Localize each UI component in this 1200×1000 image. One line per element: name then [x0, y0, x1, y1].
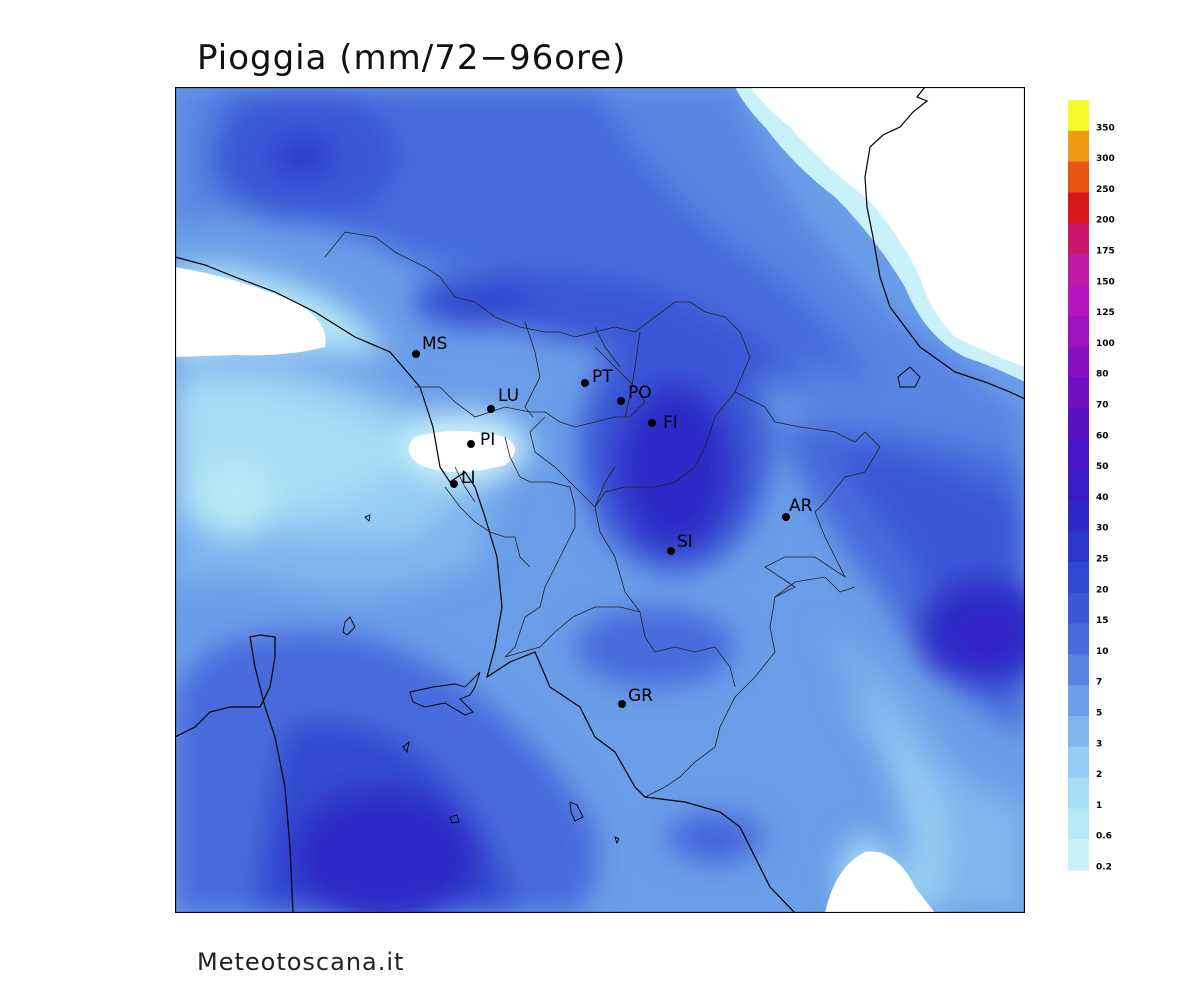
legend-label: 7: [1096, 678, 1102, 688]
city-pi: PI: [467, 430, 495, 450]
city-markers: MS LU PT PO FI PI LI AR: [412, 334, 813, 708]
legend-swatch: [1068, 161, 1089, 193]
legend-swatch: [1068, 377, 1089, 409]
legend-label: 100: [1096, 339, 1115, 349]
legend-swatch: [1068, 469, 1089, 501]
islands: [342, 366, 921, 845]
legend-swatch: [1068, 654, 1089, 686]
legend-label: 70: [1096, 401, 1109, 411]
legend-label: 250: [1096, 185, 1115, 195]
city-po: PO: [617, 383, 652, 405]
color-legend: 3503002502001751501251008070605040302520…: [1068, 100, 1115, 873]
legend-label: 30: [1096, 524, 1109, 534]
city-label-pi: PI: [480, 430, 495, 450]
legend-label: 20: [1096, 585, 1109, 595]
legend-label: 350: [1096, 123, 1115, 133]
legend-label: 300: [1096, 154, 1115, 164]
legend-label: 5: [1096, 709, 1102, 719]
legend-label: 50: [1096, 462, 1109, 472]
legend-label: 1: [1096, 801, 1102, 811]
legend-swatch: [1068, 562, 1089, 594]
city-label-po: PO: [628, 383, 652, 403]
legend-swatch: [1068, 500, 1089, 532]
legend-swatch: [1068, 346, 1089, 378]
city-lu: LU: [487, 386, 519, 413]
city-li: LI: [450, 468, 476, 488]
legend-swatch: [1068, 808, 1089, 840]
city-ms: MS: [412, 334, 447, 358]
legend-label: 80: [1096, 370, 1109, 380]
city-fi: FI: [648, 413, 678, 433]
city-label-ar: AR: [789, 496, 813, 516]
rainfall-map: MS LU PT PO FI PI LI AR: [175, 87, 1025, 913]
city-pt: PT: [581, 367, 613, 387]
legend-swatch: [1068, 685, 1089, 717]
legend-label: 125: [1096, 308, 1115, 318]
legend-swatch: [1068, 254, 1089, 286]
map-title: Pioggia (mm/72−96ore): [197, 38, 627, 78]
legend-swatch: [1068, 100, 1089, 132]
legend-label: 25: [1096, 555, 1109, 565]
city-label-fi: FI: [663, 413, 678, 433]
map-frame: [175, 87, 1025, 913]
legend-swatch: [1068, 408, 1089, 440]
legend-swatch: [1068, 130, 1089, 163]
legend-label: 200: [1096, 216, 1115, 226]
city-label-pt: PT: [592, 367, 613, 387]
city-si: SI: [667, 532, 693, 555]
city-label-ms: MS: [422, 334, 447, 354]
legend-swatch: [1068, 716, 1089, 748]
legend-swatch: [1068, 777, 1089, 809]
legend-label: 2: [1096, 770, 1102, 780]
legend-label: 3: [1096, 739, 1102, 749]
province-boundaries: [324, 231, 881, 798]
legend-label: 0.2: [1096, 863, 1112, 873]
legend-swatch: [1068, 438, 1089, 471]
footer-credit: Meteotoscana.it: [197, 948, 405, 976]
legend-swatch: [1068, 284, 1089, 317]
city-ar: AR: [782, 496, 813, 521]
legend-label: 150: [1096, 277, 1115, 287]
legend-label: 175: [1096, 247, 1115, 257]
legend-swatch: [1068, 746, 1089, 779]
legend-label: 40: [1096, 493, 1109, 503]
city-label-li: LI: [461, 468, 476, 488]
rainfall-field: [175, 87, 1025, 913]
city-label-gr: GR: [628, 686, 653, 706]
legend-label: 10: [1096, 647, 1109, 657]
legend-label: 60: [1096, 431, 1109, 441]
coastlines: [175, 87, 1025, 913]
legend-label: 0.6: [1096, 832, 1112, 842]
legend-swatch: [1068, 839, 1089, 871]
legend-swatch: [1068, 315, 1089, 347]
legend-swatch: [1068, 592, 1089, 625]
city-label-si: SI: [677, 532, 693, 552]
city-gr: GR: [618, 686, 653, 708]
city-label-lu: LU: [498, 386, 519, 406]
legend-swatch: [1068, 223, 1089, 255]
legend-swatch: [1068, 531, 1089, 563]
legend-swatch: [1068, 192, 1089, 224]
legend-label: 15: [1096, 616, 1109, 626]
legend-swatch: [1068, 623, 1089, 655]
